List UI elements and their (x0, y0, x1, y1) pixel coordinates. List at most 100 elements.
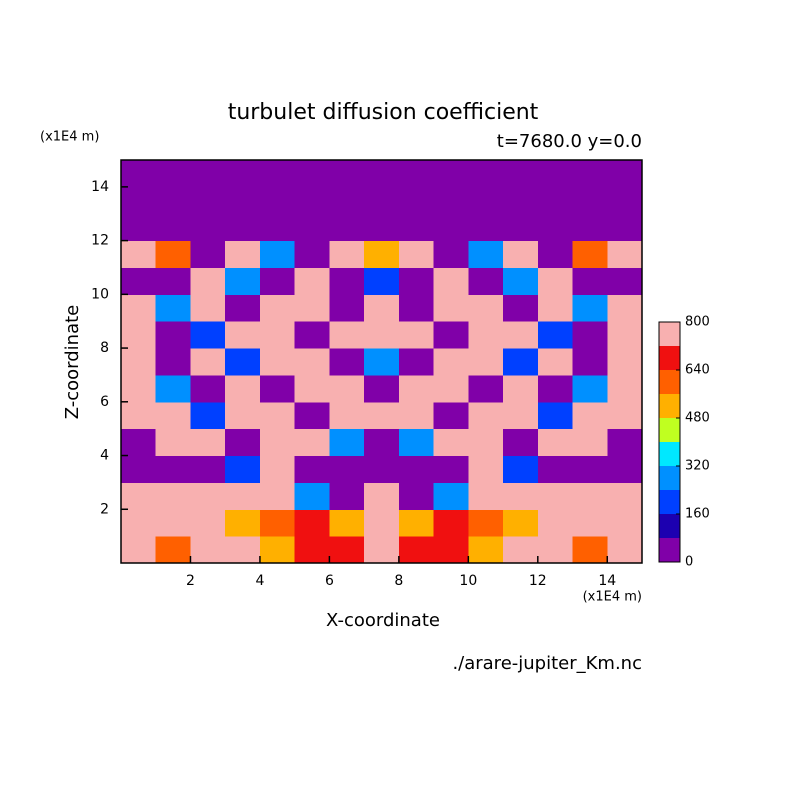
contour-cell (468, 428, 504, 457)
contour-cell (607, 240, 643, 268)
contour-cell (572, 267, 608, 295)
contour-cell (225, 160, 261, 188)
contour-cell (225, 348, 261, 376)
contour-cell (190, 160, 226, 188)
contour-cell (364, 160, 400, 188)
contour-cell (259, 401, 296, 430)
contour-cell (468, 509, 504, 537)
plot-frame (120, 159, 643, 564)
contour-cell (155, 267, 191, 295)
contour-cell (607, 374, 643, 403)
contour-cell (433, 482, 469, 510)
contour-cell (398, 267, 435, 295)
contour-cell (607, 321, 643, 349)
contour-cell (225, 455, 261, 483)
contour-cell (433, 428, 469, 457)
contour-cell (294, 160, 330, 188)
contour-cell (364, 374, 400, 403)
contour-cell (537, 160, 574, 188)
colorbar-segment (659, 418, 680, 442)
contour-cell (155, 160, 191, 188)
contour-cell (190, 294, 226, 322)
contour-cell (155, 348, 191, 376)
contour-cell (364, 294, 400, 322)
contour-cell (225, 186, 261, 215)
contour-cell (468, 267, 504, 295)
contour-cell (364, 240, 400, 268)
contour-cell (398, 482, 435, 510)
contour-cell (121, 160, 157, 188)
contour-cell (433, 374, 469, 403)
contour-cell (364, 428, 400, 457)
colorbar-segment (659, 490, 680, 514)
contour-cell (190, 267, 226, 295)
contour-cell (398, 160, 435, 188)
contour-cell (572, 374, 608, 403)
contour-cell (468, 213, 504, 242)
contour-cell (398, 428, 435, 457)
contour-cell (121, 267, 157, 295)
contour-cell (225, 428, 261, 457)
colorbar-segment (659, 466, 680, 490)
contour-cell (259, 321, 296, 349)
contour-cell (537, 374, 574, 403)
contour-cell (398, 455, 435, 483)
contour-cell (537, 348, 574, 376)
contour-cell (503, 160, 539, 188)
contour-cell (398, 186, 435, 215)
contour-cell (364, 482, 400, 510)
contour-cell (537, 401, 574, 430)
contour-cell (190, 536, 226, 564)
contour-cell (503, 482, 539, 510)
contour-cell (155, 240, 191, 268)
contour-cell (364, 348, 400, 376)
contour-cell (225, 294, 261, 322)
colorbar-segment (659, 514, 680, 538)
contour-cell (294, 267, 330, 295)
contour-cell (572, 401, 608, 430)
contour-cell (537, 428, 574, 457)
contour-cell (398, 536, 435, 564)
contour-cell (433, 240, 469, 268)
y-axis-label: Z-coordinate (62, 305, 83, 420)
contour-cell (155, 186, 191, 215)
colorbar-frame (658, 321, 681, 563)
contour-cell (329, 240, 365, 268)
contour-cell (468, 186, 504, 215)
contour-cell (121, 509, 157, 537)
contour-cell (259, 160, 296, 188)
contour-cell (155, 374, 191, 403)
contour-cell (121, 536, 157, 564)
contour-cell (572, 482, 608, 510)
contour-cell (364, 321, 400, 349)
contour-cell (364, 536, 400, 564)
contour-cell (572, 240, 608, 268)
contour-cell (468, 240, 504, 268)
contour-cell (294, 455, 330, 483)
contour-cell (294, 401, 330, 430)
colorbar-tick-label: 800 (685, 315, 710, 330)
contour-cell (329, 536, 365, 564)
contour-cell (364, 267, 400, 295)
contour-cell (607, 482, 643, 510)
contour-cell (398, 401, 435, 430)
contour-cell (364, 455, 400, 483)
colorbar-segment (659, 538, 680, 562)
x-tick-label: 12 (529, 573, 547, 589)
contour-cell (155, 294, 191, 322)
contour-cell (294, 321, 330, 349)
contour-cell (468, 455, 504, 483)
contour-cell (190, 348, 226, 376)
contour-cell (607, 401, 643, 430)
contour-cell (503, 267, 539, 295)
contour-cell (329, 321, 365, 349)
contour-cell (259, 509, 296, 537)
colorbar-segment (659, 370, 680, 394)
x-tick-label: 2 (186, 573, 195, 589)
contour-cell (503, 240, 539, 268)
contour-cell (537, 536, 574, 564)
contour-cell (190, 374, 226, 403)
contour-cell (398, 509, 435, 537)
contour-cell (537, 294, 574, 322)
contour-cell (294, 348, 330, 376)
